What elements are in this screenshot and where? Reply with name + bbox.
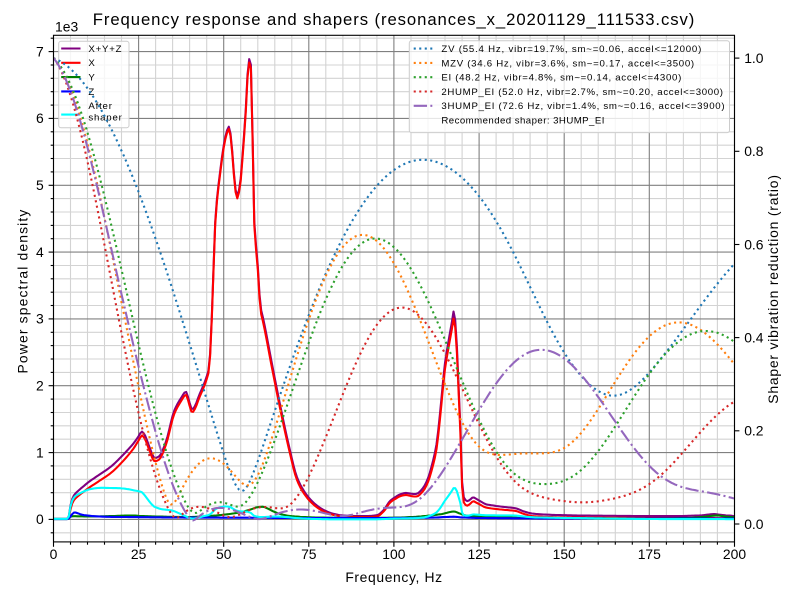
svg-text:50: 50 bbox=[216, 546, 232, 562]
svg-text:0.8: 0.8 bbox=[744, 143, 764, 159]
svg-text:Y: Y bbox=[88, 73, 95, 84]
svg-text:EI (48.2 Hz, vibr=4.8%, sm~=0.: EI (48.2 Hz, vibr=4.8%, sm~=0.14, accel<… bbox=[441, 73, 682, 84]
svg-text:3: 3 bbox=[36, 311, 44, 327]
svg-text:0: 0 bbox=[50, 546, 58, 562]
svg-text:2: 2 bbox=[36, 378, 44, 394]
svg-text:Recommended shaper: 3HUMP_EI: Recommended shaper: 3HUMP_EI bbox=[441, 116, 604, 127]
svg-text:0.2: 0.2 bbox=[744, 423, 764, 439]
svg-text:0.4: 0.4 bbox=[744, 329, 764, 345]
svg-text:Power spectral density: Power spectral density bbox=[15, 208, 31, 373]
svg-text:X: X bbox=[88, 58, 95, 69]
svg-text:75: 75 bbox=[301, 546, 317, 562]
svg-text:MZV (34.6 Hz, vibr=3.6%, sm~=0: MZV (34.6 Hz, vibr=3.6%, sm~=0.17, accel… bbox=[441, 58, 694, 69]
svg-text:6: 6 bbox=[36, 110, 44, 126]
svg-text:shaper: shaper bbox=[88, 113, 122, 124]
svg-text:2HUMP_EI (52.0 Hz, vibr=2.7%,: 2HUMP_EI (52.0 Hz, vibr=2.7%, sm~=0.20, … bbox=[441, 87, 723, 98]
svg-text:7: 7 bbox=[36, 43, 44, 59]
svg-text:Frequency, Hz: Frequency, Hz bbox=[345, 569, 442, 585]
svg-text:4: 4 bbox=[36, 244, 44, 260]
svg-text:200: 200 bbox=[723, 546, 746, 562]
svg-text:5: 5 bbox=[36, 177, 44, 193]
svg-text:175: 175 bbox=[638, 546, 661, 562]
svg-text:After: After bbox=[88, 101, 112, 112]
svg-text:25: 25 bbox=[131, 546, 147, 562]
svg-text:0.0: 0.0 bbox=[744, 516, 764, 532]
svg-text:0: 0 bbox=[36, 511, 44, 527]
svg-text:125: 125 bbox=[468, 546, 491, 562]
svg-text:X+Y+Z: X+Y+Z bbox=[88, 44, 122, 55]
svg-text:150: 150 bbox=[553, 546, 576, 562]
svg-text:ZV (55.4 Hz, vibr=19.7%, sm~=0: ZV (55.4 Hz, vibr=19.7%, sm~=0.06, accel… bbox=[441, 44, 702, 55]
svg-text:1.0: 1.0 bbox=[744, 50, 764, 66]
svg-text:Frequency response and shapers: Frequency response and shapers (resonanc… bbox=[93, 10, 696, 29]
svg-text:1: 1 bbox=[36, 444, 44, 460]
svg-text:0.6: 0.6 bbox=[744, 236, 764, 252]
svg-text:100: 100 bbox=[382, 546, 405, 562]
svg-text:3HUMP_EI (72.6 Hz, vibr=1.4%,: 3HUMP_EI (72.6 Hz, vibr=1.4%, sm~=0.16, … bbox=[441, 101, 725, 112]
svg-text:Shaper vibration reduction (ra: Shaper vibration reduction (ratio) bbox=[765, 174, 781, 404]
svg-text:1e3: 1e3 bbox=[55, 19, 78, 35]
